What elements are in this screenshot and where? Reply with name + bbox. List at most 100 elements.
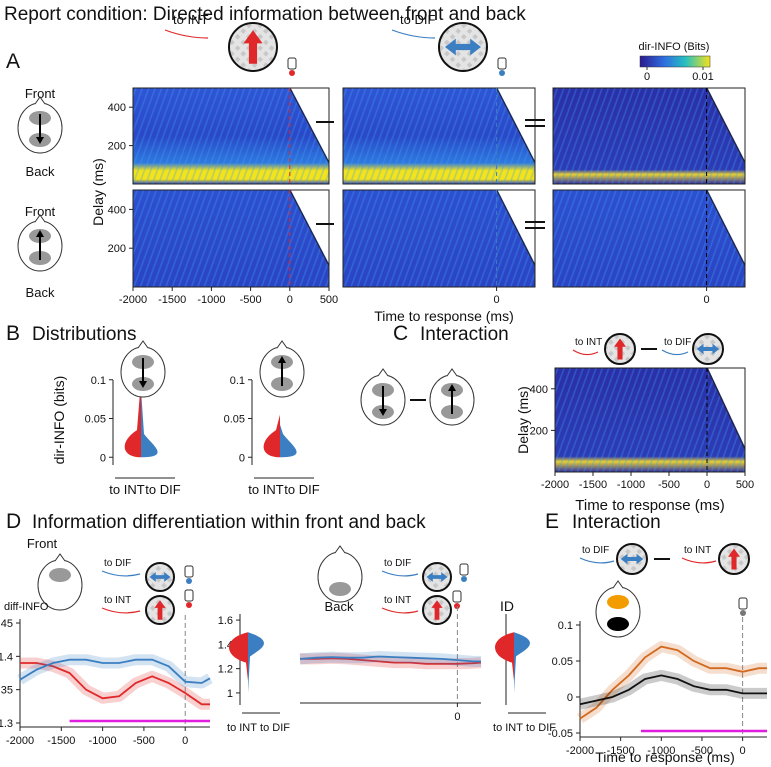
label: to INT (248, 482, 283, 497)
curve-arrow (381, 607, 419, 614)
series-line (300, 657, 482, 665)
panel-title: Interaction (572, 512, 661, 533)
label: 1.35 (0, 685, 13, 697)
arrow-dif (426, 572, 448, 582)
label: 200 (530, 425, 548, 437)
arrow-head (36, 137, 44, 144)
label: -1500 (47, 735, 75, 747)
violin-int (263, 414, 280, 458)
label: 400 (108, 102, 126, 114)
panel-label: D (6, 510, 21, 533)
violin-int (495, 632, 514, 681)
nose (446, 368, 458, 377)
label: 0.1 (91, 375, 106, 387)
curve-arrow (381, 570, 419, 577)
label: 0 (454, 711, 460, 723)
region-front (49, 568, 71, 582)
label: Front (25, 204, 56, 219)
label: 0 (287, 294, 293, 306)
series-line (20, 662, 210, 706)
nose (276, 340, 288, 349)
violin-dif (514, 632, 530, 693)
label: to DIF (260, 722, 290, 734)
label: dir-INFO (Bits) (639, 41, 710, 53)
heatmap-edge (496, 189, 536, 266)
label: -500 (658, 479, 680, 491)
hand-dot (740, 610, 746, 616)
heatmap-edge (706, 87, 746, 164)
label: 0 (182, 735, 188, 747)
heatmap-texture (555, 368, 745, 472)
arrow-int (614, 338, 626, 360)
hand (184, 565, 194, 578)
hand-dot (461, 576, 467, 582)
heatmap-texture (343, 190, 535, 287)
label: to INT (227, 722, 257, 734)
colorbar (639, 55, 711, 68)
arrow-head (36, 230, 44, 237)
label: -500 (691, 745, 713, 757)
panel-label: B (6, 322, 20, 345)
heatmap-mask (290, 190, 330, 266)
label: 0 (740, 745, 746, 757)
curve-arrow (681, 557, 717, 564)
heatmap-mask (290, 88, 330, 163)
label: -2000 (6, 735, 34, 747)
label: to DIF (664, 337, 691, 348)
nose (34, 214, 46, 223)
label: -500 (240, 294, 262, 306)
heatmap-texture (133, 190, 329, 287)
label: -2000 (566, 745, 594, 757)
label: 1.6 (218, 615, 233, 627)
label: 0 (494, 294, 500, 306)
label: to DIF (400, 12, 435, 27)
label: Delay (ms) (515, 386, 531, 454)
label: -1000 (647, 745, 675, 757)
panel-label: E (545, 510, 559, 533)
arrow-dif (696, 343, 720, 355)
label: ID (500, 598, 514, 614)
label: 0 (704, 294, 710, 306)
series-line (579, 674, 767, 706)
nose (137, 340, 149, 349)
label: 0.05 (552, 656, 573, 668)
label: dir-INFO (bits) (51, 376, 67, 465)
curve-arrow (572, 349, 599, 356)
label: 400 (530, 384, 548, 396)
heatmap-edge (706, 189, 746, 266)
panel-title: Interaction (420, 324, 509, 345)
label: Time to response (ms) (595, 749, 735, 765)
label: Front (27, 536, 58, 551)
label: diff-INFO (4, 601, 49, 613)
arrow-int (431, 600, 443, 620)
label: 1.3 (0, 718, 13, 730)
nose (612, 580, 624, 589)
heatmap-frame (554, 367, 746, 473)
panel-title: Distributions (32, 324, 137, 345)
hand-dot (499, 70, 505, 76)
violin-dif (141, 389, 158, 458)
label: to DIF (526, 722, 556, 734)
label: Time to response (ms) (575, 497, 724, 514)
label: -1500 (158, 294, 186, 306)
hand-dot (289, 70, 295, 76)
label: 0 (644, 71, 650, 83)
label: 1.4 (0, 651, 13, 663)
region-back (607, 617, 629, 631)
region-back (49, 590, 71, 604)
arrow-head (139, 381, 147, 388)
label: to INT (575, 337, 602, 348)
label: 1.2 (218, 664, 233, 676)
label: -1000 (89, 735, 117, 747)
series-line (579, 645, 767, 720)
label: to DIF (284, 482, 319, 497)
violin-int (229, 632, 248, 681)
heatmap-mask (708, 368, 746, 450)
heatmap-texture (343, 88, 535, 184)
figure-title: Report condition: Directed information b… (4, 4, 526, 25)
hand (287, 57, 297, 70)
label: 0 (100, 452, 106, 464)
label: 0 (239, 452, 245, 464)
heatmap-mask (497, 190, 536, 266)
